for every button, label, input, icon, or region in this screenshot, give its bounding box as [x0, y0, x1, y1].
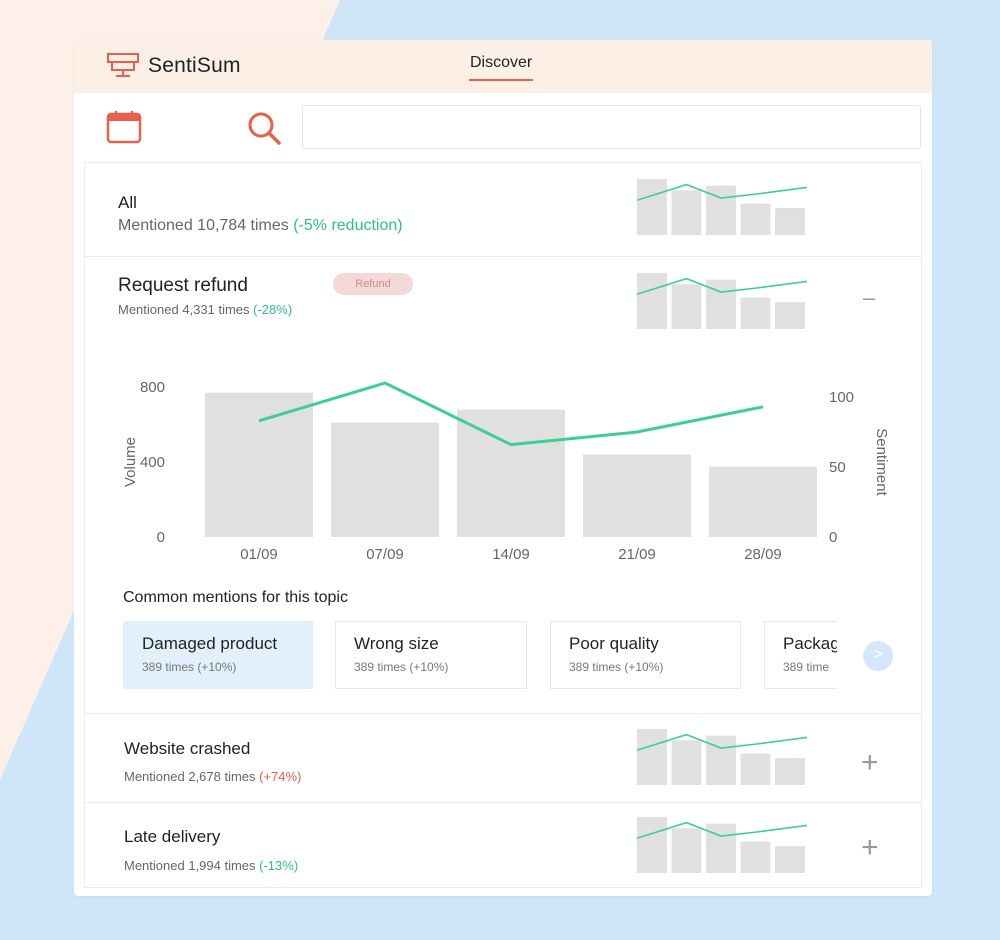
top-bar: SentiSum Discover	[74, 40, 932, 93]
y-axis-label: Volume	[122, 437, 139, 487]
topic-mentions: Mentioned 10,784 times (-5% reduction)	[118, 217, 403, 235]
sparkline-bar	[740, 841, 771, 873]
y-tick-label: 800	[140, 379, 165, 396]
sparkline-bar	[775, 758, 805, 785]
calendar-icon[interactable]	[106, 110, 142, 144]
topic-mentions: Mentioned 1,994 times (-13%)	[124, 858, 298, 873]
next-mentions-button[interactable]: >	[863, 641, 893, 671]
logo[interactable]: SentiSum	[106, 52, 241, 80]
mention-count: 389 times (+10%)	[569, 660, 664, 674]
mention-count: 389 time	[783, 660, 830, 674]
topic-title: All	[118, 193, 137, 212]
x-tick-label: 14/09	[492, 546, 530, 563]
volume-bar	[331, 422, 439, 537]
sentisum-logo-icon	[107, 53, 139, 77]
mention-chip-damaged-product[interactable]: Damaged product 389 times (+10%)	[123, 621, 313, 689]
sparkline-bar	[671, 190, 702, 235]
topic-title: Request refund	[118, 275, 248, 296]
sparkline-bar	[637, 817, 667, 873]
sparkline-bar	[775, 302, 805, 329]
y2-axis-label: Sentiment	[873, 428, 890, 496]
change-percent: (-13%)	[259, 858, 299, 873]
sparkline-line	[637, 183, 807, 202]
mention-count: Mentioned 2,678 times	[124, 769, 260, 784]
x-tick-label: 07/09	[366, 546, 404, 563]
x-tick-label: 01/09	[240, 546, 278, 563]
topic-mentions: Mentioned 2,678 times (+74%)	[124, 769, 301, 784]
volume-sentiment-chart: 01/09 07/09 14/09 21/09 28/09 0 400 800 0 50 100 Vo…	[122, 379, 890, 563]
sparkline-chart	[637, 179, 807, 235]
active-tab-underline	[469, 79, 534, 81]
volume-bar	[205, 392, 313, 537]
sparkline-line	[637, 277, 807, 296]
search-icon[interactable]	[246, 110, 282, 146]
mentions-heading: Common mentions for this topic	[123, 589, 348, 606]
sparkline-bar	[671, 284, 702, 329]
expand-button[interactable]: +	[861, 746, 879, 779]
sparkline-line	[637, 733, 807, 752]
topic-title: Late delivery	[124, 827, 221, 846]
sentiment-line	[258, 381, 764, 447]
y2-tick-label: 100	[829, 389, 854, 406]
x-tick-label: 21/09	[618, 546, 656, 563]
tab-discover-label: Discover	[470, 54, 533, 71]
sparkline-chart	[637, 273, 807, 329]
mention-count: Mentioned 4,331 times	[118, 302, 254, 317]
mention-count: 389 times (+10%)	[142, 660, 237, 674]
collapse-button[interactable]: –	[863, 285, 876, 310]
toolbar	[74, 93, 932, 159]
volume-bar	[457, 409, 565, 537]
topic-row-all[interactable]: All Mentioned 10,784 times (-5% reductio…	[84, 162, 922, 257]
mention-count: Mentioned 10,784 times	[118, 217, 294, 234]
sparkline-chart	[637, 817, 807, 873]
sparkline-line	[637, 821, 807, 840]
app-window: SentiSum Discover All Mentioned 10,784 t…	[74, 40, 932, 896]
sparkline-bar	[637, 179, 667, 235]
mention-count: 389 times (+10%)	[354, 660, 449, 674]
sparkline-bar	[775, 846, 805, 873]
mention-chip-packaging[interactable]: Packag 389 time	[764, 621, 837, 689]
app-name: SentiSum	[148, 54, 241, 77]
change-percent: (-28%)	[253, 302, 293, 317]
sparkline-bar	[740, 753, 771, 785]
mention-chip-poor-quality[interactable]: Poor quality 389 times (+10%)	[550, 621, 741, 689]
sparkline-chart	[637, 729, 807, 785]
sparkline-bar	[740, 203, 771, 235]
topic-title: Website crashed	[124, 739, 251, 758]
mention-chip-wrong-size[interactable]: Wrong size 389 times (+10%)	[335, 621, 527, 689]
x-tick-label: 28/09	[744, 546, 782, 563]
change-percent: (+74%)	[259, 769, 302, 784]
volume-bar	[583, 454, 691, 537]
sparkline-bar	[740, 297, 771, 329]
y2-tick-label: 0	[829, 529, 837, 546]
y2-tick-label: 50	[829, 459, 846, 476]
mention-count: Mentioned 1,994 times	[124, 858, 260, 873]
topic-mentions: Mentioned 4,331 times (-28%)	[118, 302, 292, 317]
topic-row-late-delivery[interactable]: Late delivery Mentioned 1,994 times (-13…	[84, 802, 922, 888]
topic-row-request-refund: Request refund Refund Mentioned 4,331 ti…	[84, 256, 922, 714]
sparkline-bar	[671, 740, 702, 785]
volume-bar	[709, 466, 817, 537]
sparkline-bar	[637, 729, 667, 785]
sparkline-bar	[637, 273, 667, 329]
y-tick-label: 0	[157, 529, 165, 546]
sparkline-bar	[775, 208, 805, 235]
sparkline-bar	[671, 828, 702, 873]
mention-title: Poor quality	[569, 634, 659, 653]
mention-title: Wrong size	[354, 634, 439, 653]
topic-row-website-crashed[interactable]: Website crashed Mentioned 2,678 times (+…	[84, 713, 922, 803]
mention-title: Packag	[783, 634, 837, 653]
mention-title: Damaged product	[142, 634, 278, 653]
change-percent: (-5% reduction)	[293, 217, 403, 234]
topic-badge: Refund	[333, 273, 413, 295]
expand-button[interactable]: +	[861, 831, 879, 864]
tab-discover[interactable]: Discover	[469, 54, 534, 81]
y-tick-label: 400	[140, 454, 165, 471]
search-input[interactable]	[302, 105, 921, 149]
